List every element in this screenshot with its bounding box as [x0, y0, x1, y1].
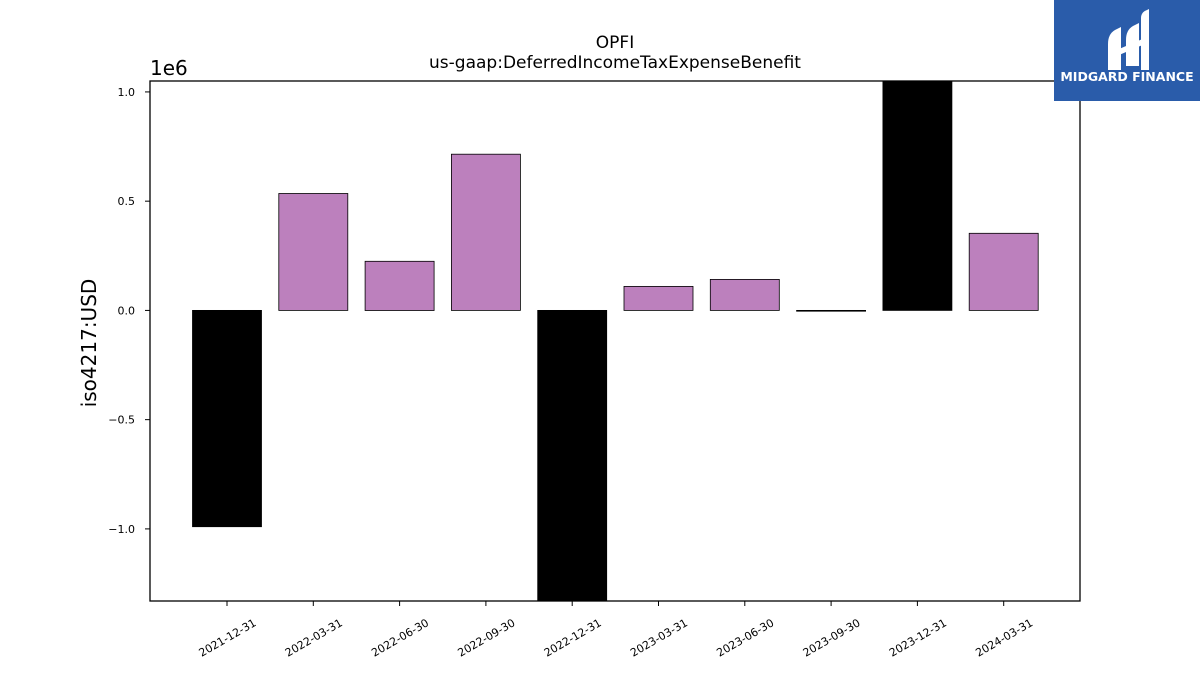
x-tick-label: 2023-12-31: [887, 616, 949, 659]
y-offset-label: 1e6: [150, 56, 188, 80]
chart-title: OPFI: [596, 33, 634, 53]
y-tick-label: −1.0: [108, 523, 135, 536]
bar-2023-09-30: [796, 309, 866, 312]
bar-2022-12-31: [537, 309, 608, 602]
bar-2022-06-30: [364, 260, 435, 311]
bar-2022-09-30: [450, 153, 521, 311]
bar-2021-12-31: [192, 309, 262, 528]
x-tick-label: 2022-06-30: [369, 616, 431, 659]
x-tick-label: 2023-09-30: [801, 616, 863, 659]
y-ticks-group: −1.0 −0.5 0.0 0.5 1.0: [108, 86, 150, 536]
x-tick-label: 2022-09-30: [456, 616, 518, 659]
logo-mark-icon: [1108, 9, 1149, 70]
bar-2023-12-31: [882, 80, 953, 311]
bar-2024-03-31: [968, 232, 1039, 311]
y-tick-label: 0.5: [118, 195, 136, 208]
bar-2023-03-31: [623, 285, 694, 311]
plot-frame: [149, 80, 1081, 602]
y-axis-label: iso4217:USD: [77, 279, 101, 408]
x-tick-label: 2022-12-31: [542, 616, 604, 659]
company-logo: MIDGARD FINANCE: [1054, 0, 1200, 101]
x-tick-label: 2021-12-31: [197, 616, 259, 659]
chart-subtitle: us-gaap:DeferredIncomeTaxExpenseBenefit: [429, 53, 801, 73]
y-tick-label: −0.5: [108, 414, 135, 427]
x-tick-label: 2023-03-31: [628, 616, 690, 659]
x-tick-label: 2024-03-31: [973, 616, 1035, 659]
y-tick-label: 1.0: [118, 86, 136, 99]
bars-group: [192, 80, 1039, 602]
x-ticks-group: 2021-12-31 2022-03-31 2022-06-30 2022-09-30…: [197, 601, 1035, 660]
x-tick-label: 2022-03-31: [283, 616, 345, 659]
logo-text: MIDGARD FINANCE: [1060, 69, 1193, 84]
x-tick-label: 2023-06-30: [714, 616, 776, 659]
bar-2022-03-31: [278, 193, 349, 311]
bar-2023-06-30: [709, 278, 780, 311]
y-tick-label: 0.0: [118, 304, 136, 317]
